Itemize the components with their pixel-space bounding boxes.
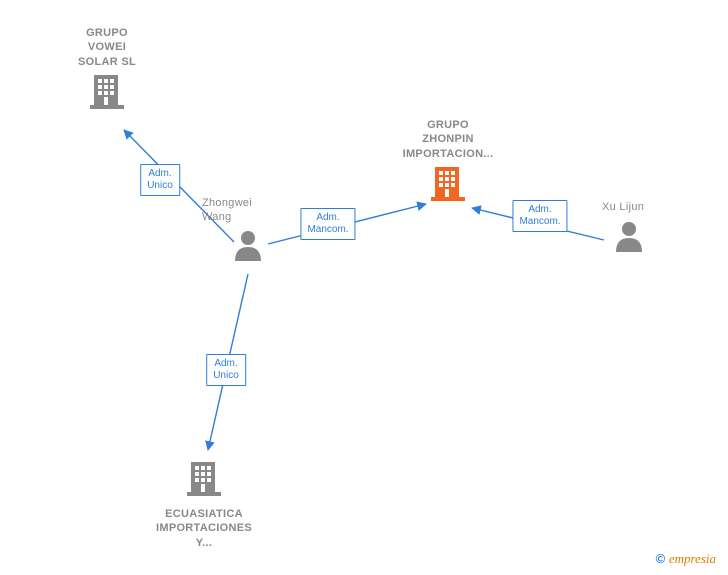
node-grupo-vowei[interactable]: GRUPO VOWEI SOLAR SL: [57, 26, 157, 114]
node-xu-lijun[interactable]: Xu Lijun: [584, 200, 674, 257]
building-icon: [187, 460, 221, 496]
node-label: GRUPO ZHONPIN IMPORTACION...: [388, 118, 508, 161]
watermark: © empresia: [656, 551, 716, 567]
diagram-canvas: GRUPO VOWEI SOLAR SL GRUPO ZHONPIN IMPOR…: [0, 0, 728, 575]
node-label: GRUPO VOWEI SOLAR SL: [57, 26, 157, 69]
building-icon: [90, 73, 124, 109]
node-label: Xu Lijun: [602, 200, 674, 214]
edge-label: Adm. Unico: [206, 354, 246, 386]
node-label: ECUASIATICA IMPORTACIONES Y...: [144, 507, 264, 550]
edge-label: Adm. Mancom.: [300, 208, 355, 240]
node-label: Zhongwei Wang: [202, 196, 298, 225]
person-icon: [233, 229, 263, 261]
edge-label: Adm. Unico: [140, 164, 180, 196]
node-ecuasiatica[interactable]: ECUASIATICA IMPORTACIONES Y...: [144, 456, 264, 550]
building-icon: [431, 165, 465, 201]
person-icon: [614, 220, 644, 252]
node-grupo-zhonpin[interactable]: GRUPO ZHONPIN IMPORTACION...: [388, 118, 508, 206]
edge-label: Adm. Mancom.: [512, 200, 567, 232]
copyright-symbol: ©: [656, 551, 666, 566]
brand-name: empresia: [669, 551, 716, 566]
node-zhongwei-wang[interactable]: Zhongwei Wang: [198, 196, 298, 266]
